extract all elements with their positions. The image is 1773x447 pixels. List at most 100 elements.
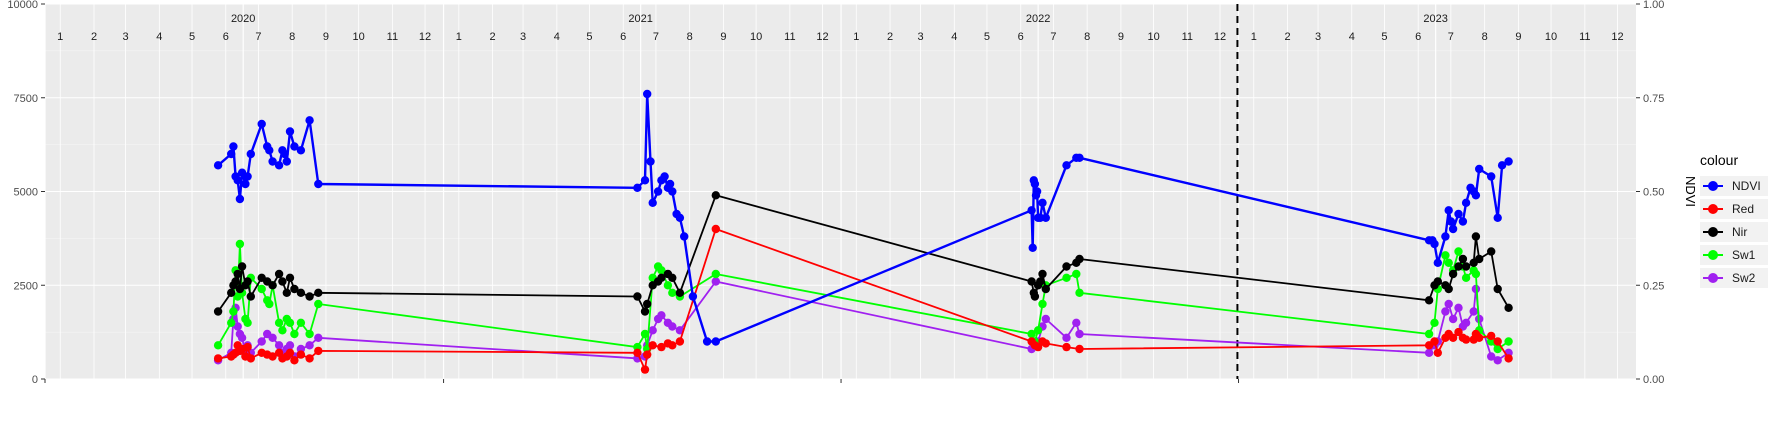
- month-label: 12: [1611, 31, 1623, 43]
- data-point-ndvi: [675, 213, 685, 222]
- legend-label: Nir: [1732, 225, 1748, 239]
- data-point-sw2: [285, 341, 295, 350]
- data-point-sw1: [1075, 288, 1084, 297]
- y-tick-label: 0: [32, 374, 38, 386]
- data-point-red: [711, 224, 720, 234]
- data-point-sw1: [285, 318, 295, 327]
- month-label: 8: [1084, 31, 1090, 43]
- data-point-sw1: [711, 269, 720, 279]
- data-point-ndvi: [1471, 191, 1481, 200]
- data-point-sw2: [1062, 333, 1071, 342]
- month-label: 1: [57, 31, 63, 43]
- series-nir: [213, 191, 1513, 316]
- data-point-ndvi: [1458, 217, 1468, 226]
- data-point-red: [1448, 333, 1458, 342]
- data-point-ndvi: [680, 232, 689, 241]
- data-point-nir: [237, 262, 247, 271]
- legend-title: colour: [1700, 152, 1739, 168]
- data-point-sw1: [1430, 318, 1439, 327]
- month-label: 6: [223, 31, 229, 43]
- data-point-nir: [633, 292, 642, 301]
- data-point-red: [314, 346, 323, 356]
- data-point-nir: [243, 277, 252, 286]
- data-point-sw2: [1041, 314, 1051, 324]
- data-point-ndvi: [229, 142, 238, 151]
- legend-key-dot: [1708, 250, 1718, 260]
- data-point-sw1: [290, 329, 299, 339]
- data-point-sw2: [1454, 303, 1463, 312]
- data-point-ndvi: [1487, 172, 1496, 181]
- data-point-sw1: [657, 266, 666, 275]
- data-point-nir: [296, 288, 306, 297]
- data-point-ndvi: [1062, 161, 1071, 170]
- data-point-nir: [1458, 254, 1468, 264]
- data-point-sw1: [1441, 251, 1450, 260]
- data-point-ndvi: [1032, 187, 1042, 196]
- month-label: 2: [490, 31, 496, 43]
- data-point-red: [1504, 354, 1513, 363]
- data-point-red: [1075, 344, 1084, 354]
- month-label: 4: [951, 31, 957, 43]
- data-point-sw2: [668, 322, 677, 331]
- data-point-nir: [213, 307, 223, 316]
- data-point-nir: [1041, 284, 1051, 294]
- data-point-nir: [285, 273, 295, 282]
- data-point-nir: [1062, 262, 1071, 271]
- data-point-nir: [314, 288, 323, 297]
- data-point-sw1: [1033, 326, 1043, 335]
- data-point-red: [643, 350, 652, 359]
- data-point-ndvi: [233, 176, 242, 185]
- data-point-nir: [227, 288, 236, 297]
- data-point-ndvi: [1504, 157, 1513, 166]
- month-label: 3: [123, 31, 129, 43]
- data-point-ndvi: [1461, 198, 1471, 207]
- data-point-red: [657, 342, 666, 352]
- data-point-nir: [1454, 262, 1463, 271]
- y-tick-label: 10000: [7, 0, 38, 11]
- data-point-sw2: [268, 333, 277, 342]
- data-point-red: [1433, 348, 1443, 357]
- data-point-ndvi: [280, 149, 289, 159]
- month-label: 1: [456, 31, 462, 43]
- month-label: 2: [1284, 31, 1290, 43]
- data-point-ndvi: [1493, 213, 1502, 222]
- data-point-red: [243, 342, 252, 352]
- data-point-nir: [675, 288, 685, 297]
- month-label: 2: [887, 31, 893, 43]
- data-point-sw1: [1454, 247, 1463, 256]
- data-point-nir: [233, 269, 242, 279]
- data-point-sw1: [1461, 273, 1471, 282]
- legend-key: [1700, 199, 1726, 219]
- data-point-red: [648, 341, 657, 350]
- data-point-nir: [290, 284, 299, 294]
- data-point-sw2: [1441, 307, 1450, 316]
- data-point-sw2: [1493, 356, 1502, 365]
- data-point-ndvi: [711, 337, 720, 346]
- data-point-nir: [1461, 262, 1471, 271]
- month-label: 5: [984, 31, 990, 43]
- legend-key-dot: [1708, 227, 1718, 237]
- legend: colour NDVI Red Nir Sw1 Sw2: [1700, 152, 1768, 291]
- data-point-ndvi: [265, 146, 274, 155]
- data-point-ndvi: [257, 119, 266, 129]
- legend-key-dot: [1708, 181, 1718, 191]
- data-point-ndvi: [282, 157, 291, 166]
- month-label: 9: [1118, 31, 1124, 43]
- month-label: 11: [1182, 31, 1193, 43]
- data-point-ndvi: [702, 337, 712, 346]
- data-point-nir: [1444, 284, 1453, 294]
- legend-item-nir: Nir: [1700, 222, 1768, 242]
- data-point-sw1: [274, 318, 284, 327]
- data-point-red: [213, 354, 223, 363]
- month-label: 12: [816, 31, 828, 43]
- data-point-nir: [1448, 269, 1458, 279]
- data-point-ndvi: [633, 183, 642, 192]
- month-label: 2: [91, 31, 97, 43]
- data-point-ndvi: [1441, 232, 1450, 241]
- data-point-nir: [246, 292, 255, 301]
- data-point-nir: [274, 269, 284, 279]
- legend-label: Sw2: [1732, 271, 1756, 285]
- data-point-sw2: [657, 311, 666, 320]
- data-point-nir: [1487, 247, 1496, 256]
